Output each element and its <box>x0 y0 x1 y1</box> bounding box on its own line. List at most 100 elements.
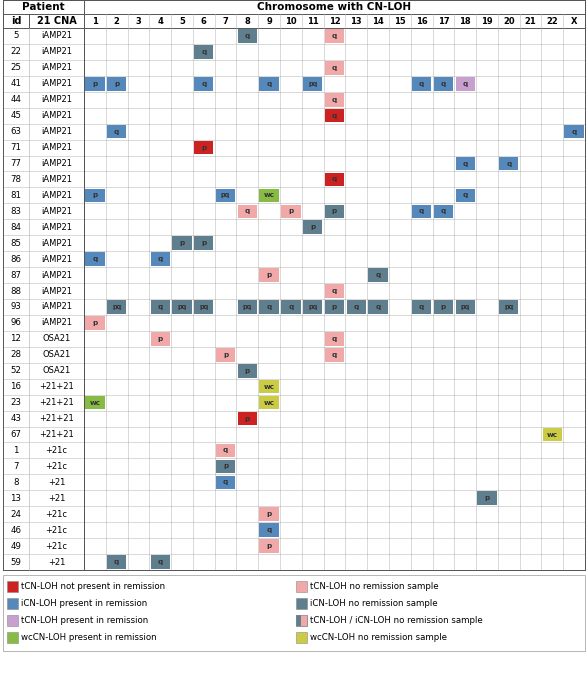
Bar <box>325 109 344 123</box>
Text: q: q <box>463 160 468 166</box>
Text: p: p <box>180 240 185 246</box>
Text: 84: 84 <box>11 223 22 232</box>
Text: p: p <box>223 463 228 469</box>
Bar <box>85 252 104 266</box>
Text: q: q <box>288 304 294 310</box>
Text: 9: 9 <box>266 16 272 25</box>
Bar <box>216 188 235 202</box>
Text: iAMP21: iAMP21 <box>41 111 72 120</box>
Text: 1: 1 <box>14 446 19 455</box>
Text: 20: 20 <box>503 16 515 25</box>
Bar <box>150 332 170 346</box>
Text: q: q <box>158 256 163 262</box>
Text: OSA21: OSA21 <box>42 334 70 343</box>
Bar <box>3 299 585 315</box>
Text: p: p <box>245 416 250 421</box>
Text: wcCN-LOH no remission sample: wcCN-LOH no remission sample <box>309 633 447 642</box>
Bar <box>499 157 518 171</box>
Text: 23: 23 <box>11 398 22 407</box>
Bar <box>301 615 306 626</box>
Text: 1: 1 <box>92 16 98 25</box>
Bar <box>565 125 584 138</box>
Text: 78: 78 <box>11 175 22 184</box>
Bar <box>3 538 585 554</box>
Text: 13: 13 <box>11 494 22 503</box>
Bar <box>3 155 585 171</box>
Bar <box>259 300 279 314</box>
Text: q: q <box>332 33 337 39</box>
Text: pq: pq <box>199 304 208 310</box>
Bar <box>259 269 279 282</box>
Text: 16: 16 <box>416 16 427 25</box>
Text: iAMP21: iAMP21 <box>41 175 72 184</box>
Text: q: q <box>266 81 272 87</box>
Text: pq: pq <box>243 304 252 310</box>
Text: 12: 12 <box>11 334 22 343</box>
Bar <box>259 188 279 202</box>
Bar <box>281 300 301 314</box>
Bar <box>3 188 585 203</box>
Bar <box>369 269 388 282</box>
Text: q: q <box>266 304 272 310</box>
Bar <box>173 236 192 250</box>
Text: q: q <box>201 81 207 87</box>
Text: 45: 45 <box>11 111 22 120</box>
Text: 24: 24 <box>11 510 22 519</box>
Text: q: q <box>332 65 337 71</box>
Bar <box>194 77 214 90</box>
Text: p: p <box>201 145 207 151</box>
Text: 43: 43 <box>11 414 22 423</box>
Bar <box>107 125 126 138</box>
Text: 11: 11 <box>307 16 319 25</box>
Text: q: q <box>114 559 119 565</box>
Bar <box>216 460 235 473</box>
Text: tCN-LOH not present in remission: tCN-LOH not present in remission <box>21 582 165 591</box>
Bar <box>259 396 279 410</box>
Text: OSA21: OSA21 <box>42 350 70 360</box>
Text: q: q <box>245 208 250 214</box>
Bar <box>325 348 344 362</box>
Bar <box>3 251 585 267</box>
Text: 25: 25 <box>11 63 22 73</box>
Text: +21c: +21c <box>46 525 68 535</box>
Text: 21 CNA: 21 CNA <box>36 16 76 26</box>
Bar <box>150 252 170 266</box>
Text: p: p <box>223 352 228 358</box>
Text: 4: 4 <box>157 16 163 25</box>
Bar <box>259 523 279 537</box>
Text: q: q <box>223 447 228 453</box>
Text: +21c: +21c <box>46 510 68 519</box>
Text: q: q <box>332 352 337 358</box>
Text: iAMP21: iAMP21 <box>41 303 72 312</box>
Text: 49: 49 <box>11 542 22 551</box>
Text: 87: 87 <box>11 271 22 279</box>
Text: q: q <box>376 304 381 310</box>
Text: Patient: Patient <box>22 2 65 12</box>
Text: q: q <box>158 304 163 310</box>
Text: iCN-LOH present in remission: iCN-LOH present in remission <box>21 599 147 608</box>
Bar <box>303 300 322 314</box>
Text: iAMP21: iAMP21 <box>41 255 72 264</box>
Text: X: X <box>571 16 578 25</box>
Text: q: q <box>332 177 337 182</box>
Text: p: p <box>92 320 97 326</box>
Text: iAMP21: iAMP21 <box>41 207 72 216</box>
Bar <box>295 615 301 626</box>
Bar <box>325 29 344 42</box>
Text: 18: 18 <box>460 16 471 25</box>
Bar <box>107 300 126 314</box>
Text: 12: 12 <box>329 16 340 25</box>
Text: +21: +21 <box>48 558 65 566</box>
Bar <box>434 77 453 90</box>
Bar <box>3 283 585 299</box>
Text: q: q <box>92 256 97 262</box>
Bar <box>259 539 279 553</box>
Bar <box>3 331 585 347</box>
Text: 41: 41 <box>11 79 22 88</box>
Bar <box>3 267 585 283</box>
Bar <box>456 157 475 171</box>
Bar <box>7 581 18 592</box>
Text: q: q <box>463 81 468 87</box>
Text: 96: 96 <box>11 319 22 327</box>
Text: p: p <box>92 81 97 87</box>
